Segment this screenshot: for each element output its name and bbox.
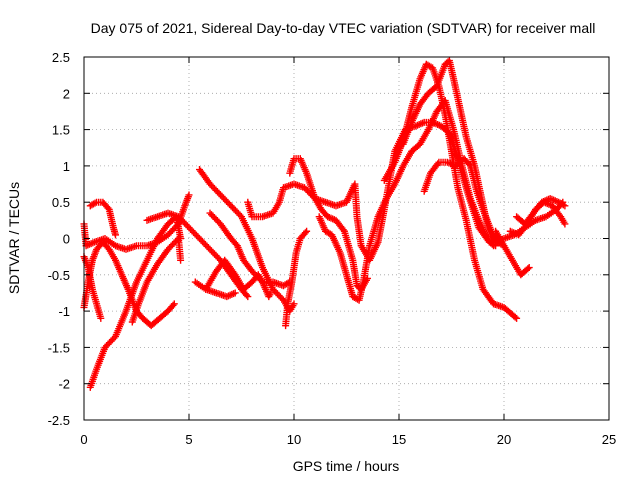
satellite-track-18	[420, 155, 508, 250]
satellite-track-4	[80, 238, 178, 330]
satellite-track-16	[380, 60, 521, 322]
satellite-track-10	[206, 209, 294, 290]
data-point	[561, 220, 569, 228]
data-point	[267, 289, 275, 297]
data-point	[465, 160, 473, 168]
satellite-track-3	[80, 253, 105, 322]
data-point	[110, 334, 118, 342]
data-point	[91, 199, 99, 207]
data-point	[511, 313, 519, 321]
x-tick-label: 20	[497, 432, 511, 447]
satellite-track-1	[80, 191, 193, 253]
y-tick-label: 2	[63, 86, 70, 101]
satellite-track-8	[196, 166, 298, 315]
grid	[84, 57, 609, 420]
data-point	[524, 265, 532, 273]
data-point	[97, 314, 105, 322]
satellite-track-21	[506, 198, 569, 239]
data-point	[185, 191, 193, 199]
satellite-track-11	[191, 278, 239, 301]
data-point	[177, 256, 185, 264]
data-point	[339, 226, 347, 234]
y-tick-label: 1.5	[52, 123, 70, 138]
x-tick-label: 25	[602, 432, 616, 447]
data-point	[513, 314, 521, 322]
data-point	[561, 202, 569, 210]
x-tick-label: 0	[80, 432, 87, 447]
y-tick-label: 2.5	[52, 50, 70, 65]
data-point	[170, 300, 178, 308]
data-point	[257, 277, 265, 285]
y-tick-label: -2	[58, 377, 70, 392]
axis-ticks: 0 5 10 15 20 25 -2.5 -2 -1.5 -1 -0.5 0 0.5 1 1.5 2 2.5	[48, 50, 617, 447]
y-tick-label: 1	[63, 159, 70, 174]
satellite-track-13	[282, 227, 311, 330]
y-tick-label: -1.5	[48, 340, 70, 355]
x-tick-label: 15	[392, 432, 406, 447]
satellite-track-22	[513, 195, 569, 228]
satellite-track-2	[86, 198, 119, 239]
y-tick-label: 0	[63, 232, 70, 247]
y-tick-label: -2.5	[48, 413, 70, 428]
y-tick-label: 0.5	[52, 195, 70, 210]
data-point	[434, 160, 442, 168]
chart-title: Day 075 of 2021, Sidereal Day-to-day VTE…	[91, 20, 596, 36]
y-tick-label: -1	[58, 304, 70, 319]
data-point	[290, 300, 298, 308]
x-axis-label: GPS time / hours	[293, 458, 400, 474]
data-points	[80, 57, 569, 391]
satellite-track-6	[128, 235, 185, 326]
data-point	[244, 293, 252, 301]
data-point	[525, 264, 533, 272]
data-point	[303, 227, 311, 235]
y-axis-label: SDTVAR / TECUs	[6, 182, 22, 294]
data-point	[301, 229, 309, 237]
data-point	[243, 291, 251, 299]
x-tick-label: 5	[185, 432, 192, 447]
data-point	[236, 211, 244, 219]
data-point	[169, 301, 177, 309]
data-point	[559, 201, 567, 209]
data-point	[112, 231, 119, 239]
data-point	[231, 289, 239, 297]
x-tick-label: 10	[287, 432, 301, 447]
y-tick-label: -0.5	[48, 268, 70, 283]
